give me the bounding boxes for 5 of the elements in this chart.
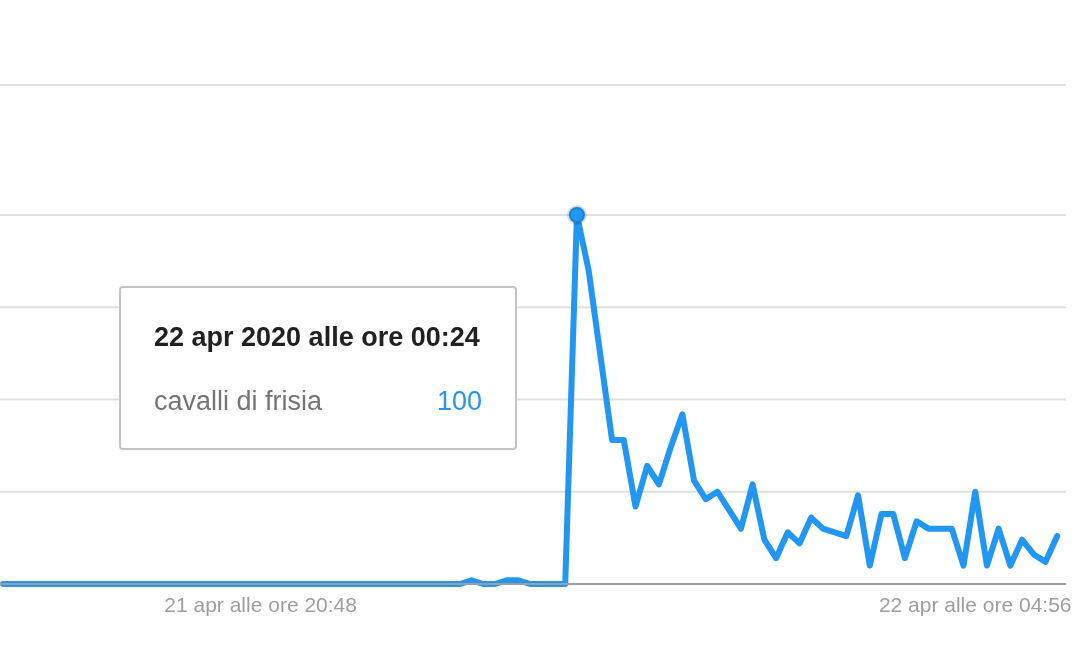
x-tick-label: 22 apr alle ore 04:56: [878, 593, 1072, 616]
annotation: 100: [436, 386, 482, 416]
annotation: 22 apr 2020 alle ore 00:24: [154, 322, 480, 352]
x-tick-label: 21 apr alle ore 20:48: [164, 593, 357, 616]
text: cavalli di frisia: [154, 386, 324, 416]
